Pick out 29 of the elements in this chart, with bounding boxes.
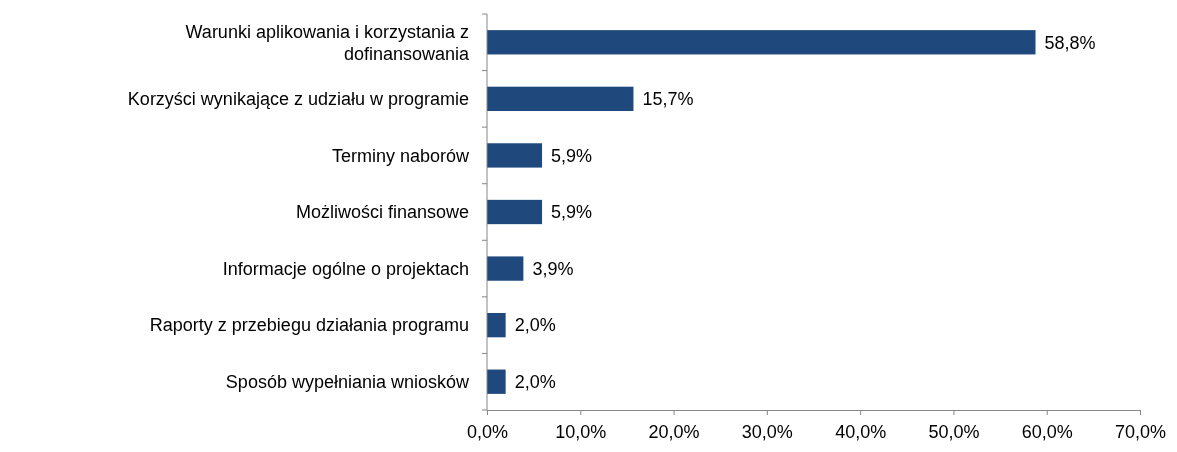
y-tick-label: Warunki aplikowania i korzystania z dofinansowania <box>185 21 470 64</box>
y-tick-label: Raporty z przebiegu działania programu <box>149 315 469 336</box>
x-tick-label: 60,0% <box>1021 421 1073 442</box>
x-tick-label: 50,0% <box>928 421 980 442</box>
y-tick-label: Sposób wypełniania wniosków <box>225 372 470 393</box>
data-label: 5,9% <box>551 202 593 223</box>
x-tick-label: 30,0% <box>741 421 793 442</box>
bar <box>487 256 524 281</box>
data-label: 3,9% <box>532 258 574 279</box>
bar <box>487 312 506 338</box>
y-tick-label: Terminy naborów <box>331 145 470 166</box>
y-tick-label: Możliwości finansowe <box>295 202 469 223</box>
data-label: 15,7% <box>642 89 694 110</box>
x-tick-label: 0,0% <box>466 421 509 442</box>
bar <box>487 199 543 225</box>
data-label: 58,8% <box>1044 32 1096 53</box>
data-label: 5,9% <box>551 145 593 166</box>
bar <box>487 369 506 394</box>
bar <box>487 86 634 112</box>
x-tick-label: 40,0% <box>835 421 887 442</box>
x-tick-label: 70,0% <box>1114 421 1167 442</box>
data-label: 2,0% <box>514 315 556 336</box>
x-tick-label: 20,0% <box>648 421 700 442</box>
x-tick-label: 10,0% <box>555 421 607 442</box>
bar <box>487 30 1036 55</box>
data-label: 2,0% <box>514 372 556 393</box>
bar <box>487 143 543 168</box>
y-tick-label: Informacje ogólne o projektach <box>222 258 469 279</box>
y-tick-label: Korzyści wynikające z udziału w programie <box>127 89 469 110</box>
